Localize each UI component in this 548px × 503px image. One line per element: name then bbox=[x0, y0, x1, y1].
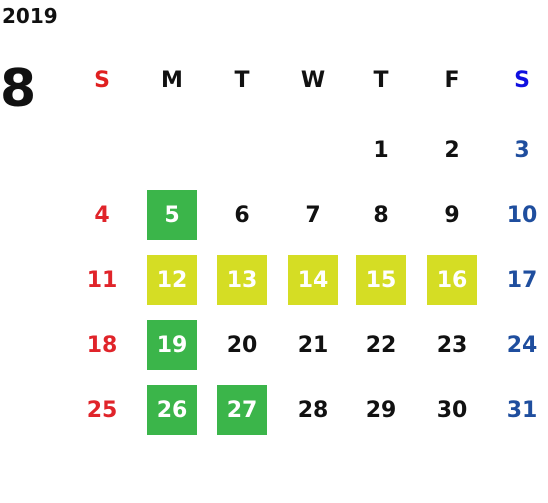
day-marked: 16 bbox=[427, 255, 477, 305]
day: 25 bbox=[86, 397, 118, 423]
day: 4 bbox=[94, 202, 110, 228]
day: 8 bbox=[373, 202, 389, 228]
day: 9 bbox=[444, 202, 460, 228]
weekday-header: F bbox=[444, 67, 460, 93]
month: 8 bbox=[0, 59, 37, 119]
day-marked: 14 bbox=[288, 255, 338, 305]
day-marked: 19 bbox=[147, 320, 197, 370]
day: 22 bbox=[365, 332, 397, 358]
day: 23 bbox=[436, 332, 468, 358]
weekday-header: T bbox=[234, 67, 250, 93]
day-marked: 13 bbox=[217, 255, 267, 305]
day: 29 bbox=[365, 397, 397, 423]
weekday-header: W bbox=[300, 67, 326, 93]
weekday-header: S bbox=[514, 67, 530, 93]
day: 7 bbox=[305, 202, 321, 228]
day-marked: 26 bbox=[147, 385, 197, 435]
day: 3 bbox=[514, 137, 530, 163]
day: 28 bbox=[297, 397, 329, 423]
weekday-header: M bbox=[161, 67, 183, 93]
day: 1 bbox=[373, 137, 389, 163]
day: 17 bbox=[506, 267, 538, 293]
day-marked: 27 bbox=[217, 385, 267, 435]
weekday-header: T bbox=[373, 67, 389, 93]
day: 20 bbox=[226, 332, 258, 358]
day: 18 bbox=[86, 332, 118, 358]
day: 24 bbox=[506, 332, 538, 358]
weekday-header: S bbox=[94, 67, 110, 93]
day: 31 bbox=[506, 397, 538, 423]
day: 30 bbox=[436, 397, 468, 423]
day: 11 bbox=[86, 267, 118, 293]
year: 2019 bbox=[2, 4, 58, 28]
day-marked: 12 bbox=[147, 255, 197, 305]
day: 10 bbox=[506, 202, 538, 228]
day-marked: 5 bbox=[147, 190, 197, 240]
day-marked: 15 bbox=[356, 255, 406, 305]
day: 2 bbox=[444, 137, 460, 163]
day: 6 bbox=[234, 202, 250, 228]
day: 21 bbox=[297, 332, 329, 358]
